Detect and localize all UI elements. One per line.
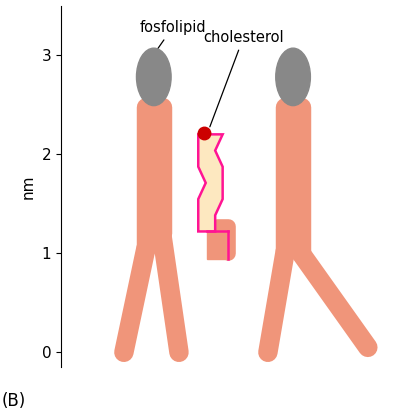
Y-axis label: nm: nm xyxy=(21,174,36,199)
Text: (B): (B) xyxy=(2,392,26,411)
Polygon shape xyxy=(207,231,228,259)
Ellipse shape xyxy=(137,48,171,106)
Text: cholesterol: cholesterol xyxy=(203,30,284,127)
Text: fosfolipid: fosfolipid xyxy=(139,20,206,50)
Ellipse shape xyxy=(276,48,310,106)
Polygon shape xyxy=(198,134,223,231)
